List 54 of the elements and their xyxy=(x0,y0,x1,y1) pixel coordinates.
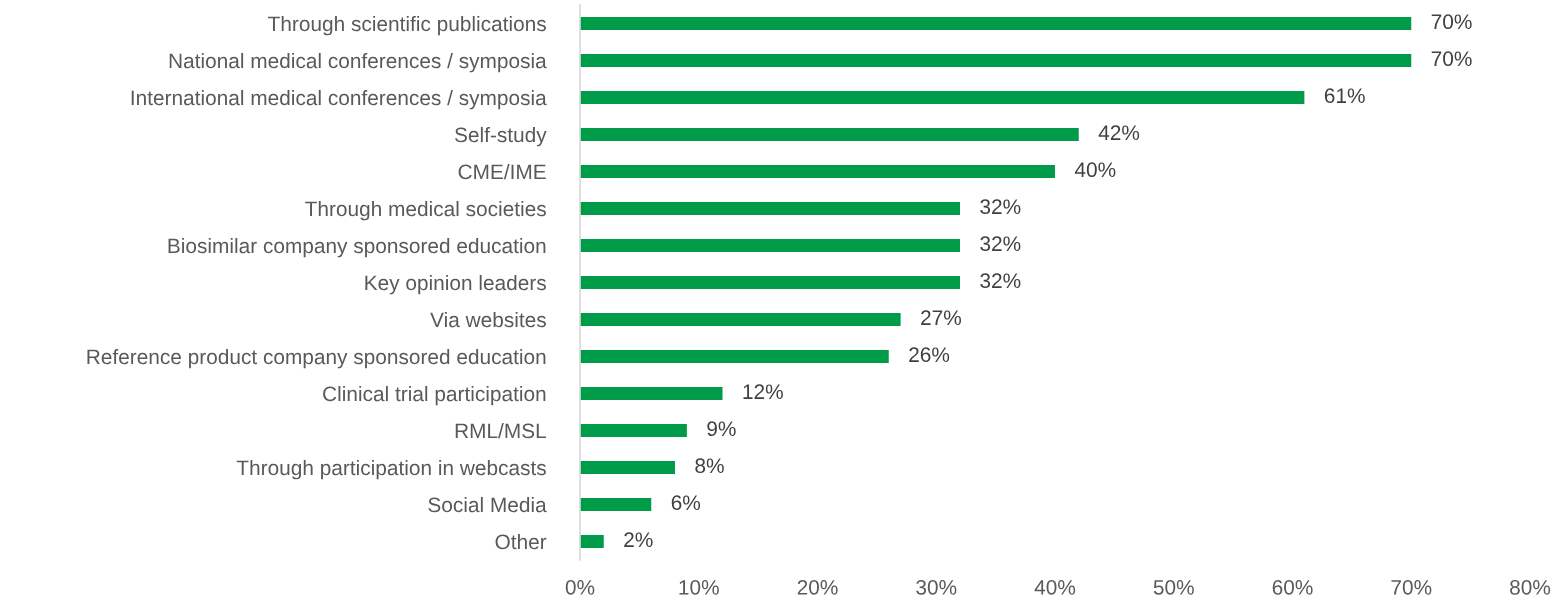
data-label: 32% xyxy=(980,273,1021,289)
y-tick-label: International medical conferences / symposia xyxy=(131,89,547,110)
y-tick-label: Social Media xyxy=(428,496,547,513)
y-tick-label: RML/MSL xyxy=(455,422,546,439)
data-label: 32% xyxy=(980,236,1021,252)
x-tick-label: 40% xyxy=(1034,579,1076,595)
bar xyxy=(580,424,687,437)
y-tick-label: Other xyxy=(495,533,547,550)
data-label: 70% xyxy=(1431,14,1472,30)
x-tick-label: 80% xyxy=(1510,579,1551,595)
bar xyxy=(580,387,723,400)
x-tick-label: 10% xyxy=(679,579,719,595)
bar xyxy=(580,54,1412,67)
data-label: 27% xyxy=(921,310,962,326)
data-label: 70% xyxy=(1431,51,1472,67)
bar xyxy=(580,498,652,511)
y-tick-label: Clinical trial participation xyxy=(323,385,546,406)
bar xyxy=(580,128,1079,141)
data-label: 61% xyxy=(1324,88,1365,104)
data-label: 40% xyxy=(1074,162,1116,178)
bar xyxy=(580,461,675,474)
bar xyxy=(580,239,960,252)
data-label: 9% xyxy=(707,421,736,437)
y-tick-label: Reference product company sponsored education xyxy=(87,348,546,369)
data-label: 26% xyxy=(909,347,950,363)
x-tick-label: 50% xyxy=(1153,579,1194,595)
y-tick-label: Through medical societies xyxy=(305,200,546,221)
x-tick-label: 20% xyxy=(797,579,838,595)
data-label: 32% xyxy=(980,199,1021,215)
bar xyxy=(580,313,901,326)
bar xyxy=(580,91,1305,104)
data-label: 8% xyxy=(695,458,724,474)
y-tick-label: Through participation in webcasts xyxy=(236,459,546,480)
y-tick-label: National medical conferences / symposia xyxy=(169,52,547,73)
bar xyxy=(580,165,1055,178)
data-label: 6% xyxy=(671,495,701,511)
data-label: 2% xyxy=(624,532,653,548)
y-tick-label: Self-study xyxy=(454,126,547,147)
bar xyxy=(580,17,1412,30)
y-tick-label: Through scientific publications xyxy=(268,15,546,36)
data-label: 12% xyxy=(743,384,783,400)
data-label: 42% xyxy=(1098,125,1140,141)
y-tick-label: CME/IME xyxy=(458,163,546,180)
x-tick-label: 70% xyxy=(1391,579,1432,595)
y-tick-label: Via websites xyxy=(430,311,546,328)
bar xyxy=(580,276,960,289)
bar xyxy=(580,202,960,215)
x-tick-label: 30% xyxy=(916,579,957,595)
bar xyxy=(580,535,604,548)
y-tick-label: Biosimilar company sponsored education xyxy=(168,237,546,258)
bar xyxy=(580,350,889,363)
x-tick-label: 60% xyxy=(1272,579,1313,595)
x-tick-label: 0% xyxy=(565,579,595,595)
y-tick-label: Key opinion leaders xyxy=(365,274,546,295)
